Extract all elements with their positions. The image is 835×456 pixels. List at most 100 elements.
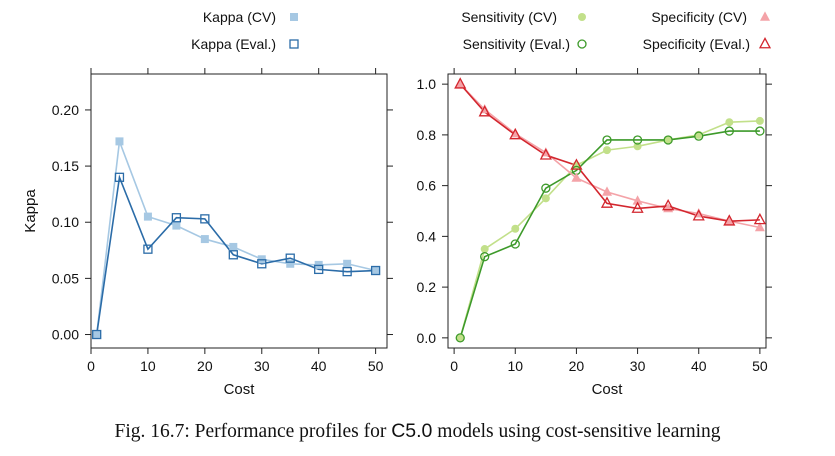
data-point-kappa-cv: [200, 235, 209, 244]
data-point-kappa-eval: [370, 265, 381, 276]
legend-label-kappa-eval: Kappa (Eval.): [191, 36, 276, 52]
kappa-y-tick-label: 0.05: [52, 270, 79, 286]
sens-spec-y-tick-label: 0.2: [417, 279, 437, 295]
legend-label-specificity-eval: Specificity (Eval.): [643, 36, 750, 52]
data-point-sensitivity-eval: [694, 131, 704, 141]
data-point-sensitivity-eval: [480, 252, 490, 262]
data-point-specificity-eval: [753, 212, 766, 225]
sens-spec-y-tick-label: 0.8: [417, 127, 437, 143]
data-point-kappa-cv: [115, 137, 124, 146]
data-point-sensitivity-eval: [755, 126, 765, 136]
legend-marker-kappa-eval: [289, 39, 299, 49]
kappa-x-tick-label: 0: [87, 358, 95, 374]
data-point-sensitivity-cv: [511, 224, 520, 233]
series-line-kappa-cv: [95, 141, 376, 335]
data-point-sensitivity-eval: [663, 135, 673, 145]
series-line-sensitivity-eval: [459, 130, 760, 339]
series-line-sensitivity-cv: [459, 120, 760, 339]
data-point-specificity-eval: [662, 198, 675, 211]
data-point-sensitivity-cv: [480, 245, 489, 254]
kappa-x-axis-label: Cost: [224, 381, 256, 398]
sens-spec-y-tick-label: 0.0: [417, 330, 437, 346]
data-point-kappa-eval: [143, 244, 153, 254]
data-point-kappa-eval: [314, 264, 324, 275]
data-point-kappa-eval: [114, 172, 125, 182]
data-point-kappa-cv: [286, 259, 295, 268]
data-point-sensitivity-cv: [603, 146, 611, 155]
data-point-kappa-cv: [92, 330, 101, 339]
data-point-sensitivity-cv: [541, 194, 550, 203]
kappa-y-tick-label: 0.10: [52, 214, 79, 230]
data-point-sensitivity-eval: [602, 135, 612, 145]
data-point-specificity-eval: [539, 148, 552, 160]
legend-label-kappa-cv: Kappa (CV): [203, 9, 276, 25]
sens-spec-x-tick-label: 20: [569, 358, 585, 374]
legend-label-sensitivity-cv: Sensitivity (CV): [461, 9, 557, 25]
caption-prefix: Fig. 16.7: Performance profiles for: [114, 421, 392, 442]
data-point-specificity-eval: [454, 77, 467, 89]
kappa-x-tick-label: 30: [254, 358, 270, 374]
data-point-specificity-cv: [632, 195, 643, 205]
data-point-specificity-eval: [600, 196, 614, 208]
data-point-kappa-eval: [257, 259, 267, 269]
data-point-specificity-eval: [570, 158, 583, 170]
data-point-kappa-cv: [371, 266, 380, 275]
caption-code: C5.0: [391, 420, 433, 442]
sens-spec-x-tick-label: 30: [630, 358, 646, 374]
series-line-specificity-cv: [459, 83, 761, 229]
data-point-kappa-eval: [92, 329, 102, 340]
data-point-kappa-cv: [343, 259, 352, 268]
data-point-specificity-eval: [478, 105, 491, 117]
series-line-kappa-eval: [95, 174, 376, 335]
sens-spec-x-tick-label: 0: [450, 358, 458, 374]
kappa-y-tick-label: 0.15: [52, 158, 79, 174]
data-point-kappa-cv: [229, 242, 238, 251]
data-point-sensitivity-cv: [725, 118, 734, 127]
data-point-kappa-cv: [172, 221, 181, 230]
legend-marker-kappa-cv: [290, 13, 298, 21]
legend: Kappa (CV) Kappa (Eval.) Sensitivity (CV) S…: [191, 9, 772, 52]
legend-marker-sensitivity-cv: [578, 13, 586, 21]
sens-spec-x-tick-label: 10: [507, 358, 523, 374]
data-point-sensitivity-cv: [755, 116, 764, 125]
data-point-kappa-eval: [342, 266, 352, 277]
data-point-specificity-eval: [631, 201, 644, 213]
data-point-sensitivity-eval: [455, 333, 465, 343]
caption-suffix: models using cost-sensitive learning: [432, 421, 721, 442]
figure-caption: Fig. 16.7: Performance profiles for C5.0…: [0, 420, 835, 443]
sens-spec-x-tick-label: 50: [752, 358, 768, 374]
data-point-sensitivity-cv: [633, 142, 642, 151]
kappa-x-tick-label: 40: [311, 358, 327, 374]
kappa-x-tick-label: 10: [140, 358, 156, 374]
series-line-specificity-eval: [459, 83, 760, 222]
kappa-y-tick-label: 0.00: [52, 327, 79, 343]
data-point-sensitivity-eval: [541, 183, 551, 193]
sens-spec-x-axis-label: Cost: [592, 381, 624, 398]
kappa-x-tick-label: 20: [197, 358, 213, 374]
data-point-sensitivity-cv: [456, 333, 465, 342]
kappa-y-axis-label: Kappa: [22, 189, 39, 233]
data-point-kappa-cv: [143, 212, 152, 221]
data-point-specificity-cv: [571, 172, 582, 182]
legend-marker-specificity-cv: [760, 11, 770, 21]
data-point-specificity-cv: [724, 215, 735, 225]
data-point-sensitivity-cv: [664, 135, 673, 144]
data-point-sensitivity-eval: [632, 135, 643, 145]
sens-spec-plot-frame: [447, 73, 767, 349]
data-point-kappa-eval: [285, 253, 295, 263]
legend-label-sensitivity-eval: Sensitivity (Eval.): [463, 36, 570, 52]
data-point-specificity-eval: [692, 209, 705, 221]
data-point-kappa-eval: [200, 214, 210, 224]
data-point-sensitivity-eval: [510, 239, 520, 249]
kappa-plot-frame: [90, 73, 388, 349]
data-point-specificity-eval: [723, 214, 736, 226]
sens-spec-x-tick-label: 40: [691, 358, 707, 374]
data-point-kappa-eval: [171, 213, 182, 223]
kappa-x-tick-label: 50: [368, 358, 384, 374]
kappa-panel: 0 10 20 30 40 50 0.00 0.05 0.10 0.15 0.20 Cost Kappa: [22, 68, 393, 398]
data-point-specificity-cv: [455, 78, 466, 88]
data-point-specificity-eval: [509, 127, 522, 140]
data-point-specificity-cv: [754, 221, 765, 232]
sens-spec-y-tick-label: 0.6: [417, 178, 437, 194]
